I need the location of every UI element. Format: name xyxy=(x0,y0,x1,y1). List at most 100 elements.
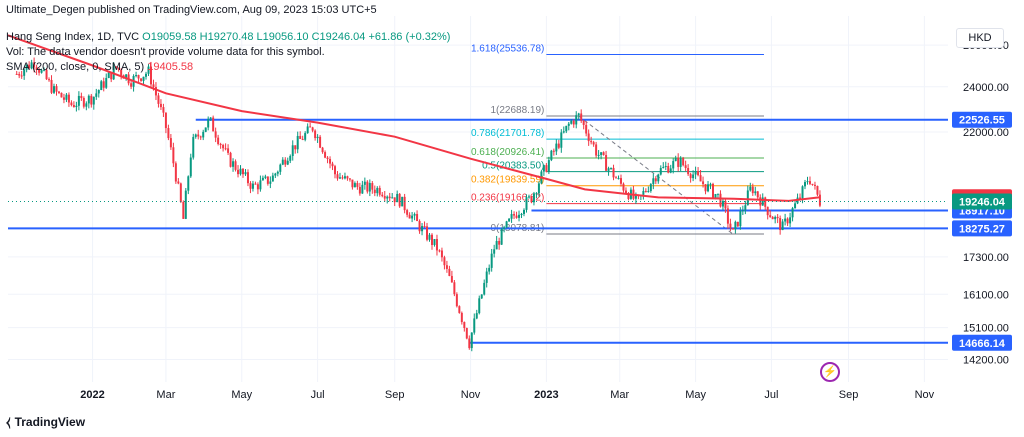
candle-body xyxy=(776,216,779,219)
candle-body xyxy=(207,118,210,128)
candle-body xyxy=(234,161,237,170)
candle-body xyxy=(644,190,647,192)
candle-body xyxy=(473,318,476,333)
symbol-name[interactable]: Hang Seng Index, 1D, TVC xyxy=(6,31,140,43)
candle-body xyxy=(751,186,754,194)
candle-body xyxy=(555,143,558,152)
candle-body xyxy=(378,187,381,195)
candle-body xyxy=(500,228,503,245)
candle-body xyxy=(423,226,426,228)
candle-body xyxy=(746,190,749,206)
candle-body xyxy=(341,177,344,179)
candle-body xyxy=(237,169,240,175)
candle-body xyxy=(90,95,93,105)
candle-body xyxy=(140,78,143,81)
candle-body xyxy=(67,94,70,103)
candle-body xyxy=(749,186,752,191)
candle-body xyxy=(184,190,187,219)
candle-body xyxy=(353,183,356,188)
level-badge-label: 22526.55 xyxy=(959,115,1005,127)
candle-body xyxy=(386,196,389,199)
candle-body xyxy=(199,136,202,138)
candle-body xyxy=(619,178,622,184)
candle-body xyxy=(694,171,697,175)
candle-body xyxy=(381,194,384,197)
candle-body xyxy=(448,268,451,276)
candle-body xyxy=(117,67,120,70)
currency-button[interactable]: HKD xyxy=(956,28,1004,48)
candle-body xyxy=(426,226,429,240)
candle-body xyxy=(754,191,757,194)
candle-body xyxy=(515,215,518,218)
candle-body xyxy=(560,132,563,148)
candle-body xyxy=(271,175,274,182)
candle-body xyxy=(53,86,56,93)
candle-body xyxy=(649,184,652,192)
candle-body xyxy=(217,137,220,145)
candle-body xyxy=(174,163,177,182)
candle-body xyxy=(371,183,374,190)
candle-body xyxy=(488,267,491,272)
candle-body xyxy=(135,75,138,77)
fib-level-label: 0.5(20383.50) xyxy=(482,161,544,172)
candle-body xyxy=(597,154,600,156)
candle-body xyxy=(595,144,598,156)
candle-body xyxy=(214,131,217,138)
time-tick-label: 2023 xyxy=(534,389,558,401)
candle-body xyxy=(662,166,665,169)
candle-body xyxy=(142,76,145,81)
candle-body xyxy=(204,127,207,132)
candle-body xyxy=(48,79,51,81)
lightning-icon[interactable]: ⚡ xyxy=(820,362,840,382)
candle-body xyxy=(622,183,625,191)
candle-body xyxy=(769,215,772,218)
time-tick-label: 2022 xyxy=(80,389,104,401)
candle-body xyxy=(435,239,438,251)
candle-body xyxy=(612,167,615,178)
candle-body xyxy=(57,91,60,93)
candle-body xyxy=(80,95,83,99)
candle-body xyxy=(562,131,565,133)
candle-body xyxy=(736,221,739,227)
time-tick-label: Mar xyxy=(156,389,175,401)
legend-sma[interactable]: SMA (200, close, 0, SMA, 5) 19405.58 xyxy=(6,61,193,73)
candle-body xyxy=(731,228,734,230)
candle-body xyxy=(766,206,769,216)
legend-main: Hang Seng Index, 1D, TVC O19059.58 H1927… xyxy=(6,31,450,43)
candle-body xyxy=(702,181,705,185)
candle-body xyxy=(406,210,409,215)
candle-body xyxy=(580,113,583,121)
candle-body xyxy=(455,294,458,307)
candle-body xyxy=(463,322,466,328)
price-tick-label: 16100.00 xyxy=(963,289,1009,301)
candle-body xyxy=(627,193,630,199)
candle-body xyxy=(592,142,595,145)
candle-body xyxy=(55,86,58,92)
candle-body xyxy=(159,103,162,108)
time-tick-label: Sep xyxy=(839,389,859,401)
candle-body xyxy=(336,174,339,179)
candle-body xyxy=(229,152,232,167)
candle-body xyxy=(458,306,461,313)
candle-body xyxy=(659,168,662,175)
sma-label: SMA (200, close, 0, SMA, 5) xyxy=(6,61,145,73)
candle-body xyxy=(120,69,123,76)
candle-body xyxy=(764,197,767,207)
candle-body xyxy=(416,214,419,222)
candle-body xyxy=(177,181,180,184)
candle-body xyxy=(532,193,535,203)
price-tick-label: 14200.00 xyxy=(963,355,1009,367)
candle-body xyxy=(774,216,777,220)
candle-body xyxy=(403,196,406,211)
candle-body xyxy=(692,174,695,179)
candle-body xyxy=(430,234,433,245)
candle-body xyxy=(189,157,192,177)
candle-body xyxy=(363,181,366,185)
candle-body xyxy=(222,144,225,149)
candle-body xyxy=(786,218,789,224)
candle-body xyxy=(684,165,687,169)
candle-body xyxy=(413,214,416,216)
candle-body xyxy=(707,184,710,192)
candle-body xyxy=(102,81,105,88)
